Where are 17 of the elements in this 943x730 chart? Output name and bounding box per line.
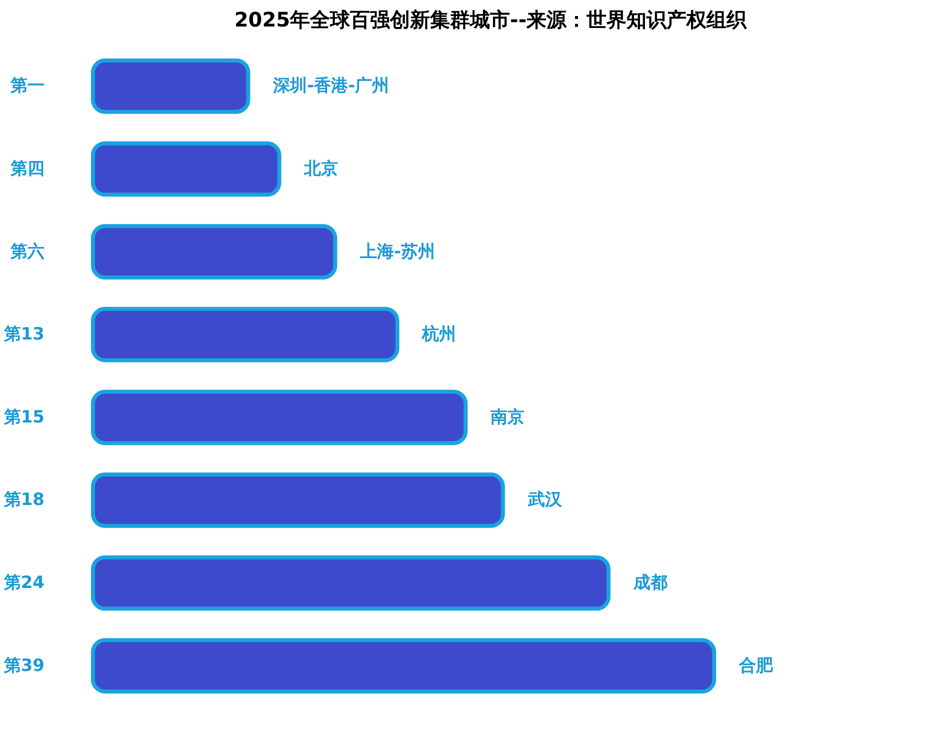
annotation: 深圳-香港-广州 [272, 76, 390, 96]
annotation: 成都 [632, 573, 668, 594]
y-tick-label: 第四 [10, 158, 44, 179]
annotation: 武汉 [526, 490, 563, 510]
annotation: 杭州 [421, 324, 456, 345]
y-tick-label: 第39 [2, 656, 45, 676]
y-tick-label: 第一 [10, 76, 44, 96]
y-tick-label: 第18 [2, 490, 45, 510]
annotation: 北京 [303, 158, 338, 179]
y-tick-label: 第24 [2, 573, 45, 594]
annotation: 上海-苏州 [359, 242, 436, 262]
annotation: 南京 [490, 407, 524, 428]
annotation: 合肥 [738, 656, 774, 676]
chart-title: 2025年全球百强创新集群城市--来源：世界知识产权组织 [234, 8, 748, 32]
y-tick-label: 第13 [2, 324, 45, 345]
y-tick-label: 第15 [2, 407, 45, 428]
y-tick-label: 第六 [10, 242, 44, 262]
